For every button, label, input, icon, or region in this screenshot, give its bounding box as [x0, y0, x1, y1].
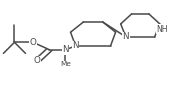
Text: N: N	[123, 32, 129, 41]
Text: NH: NH	[157, 25, 168, 34]
Text: Me: Me	[60, 61, 71, 67]
Text: O: O	[34, 56, 41, 65]
Text: N: N	[72, 41, 79, 51]
Text: O: O	[30, 38, 37, 47]
Text: N: N	[62, 45, 69, 54]
